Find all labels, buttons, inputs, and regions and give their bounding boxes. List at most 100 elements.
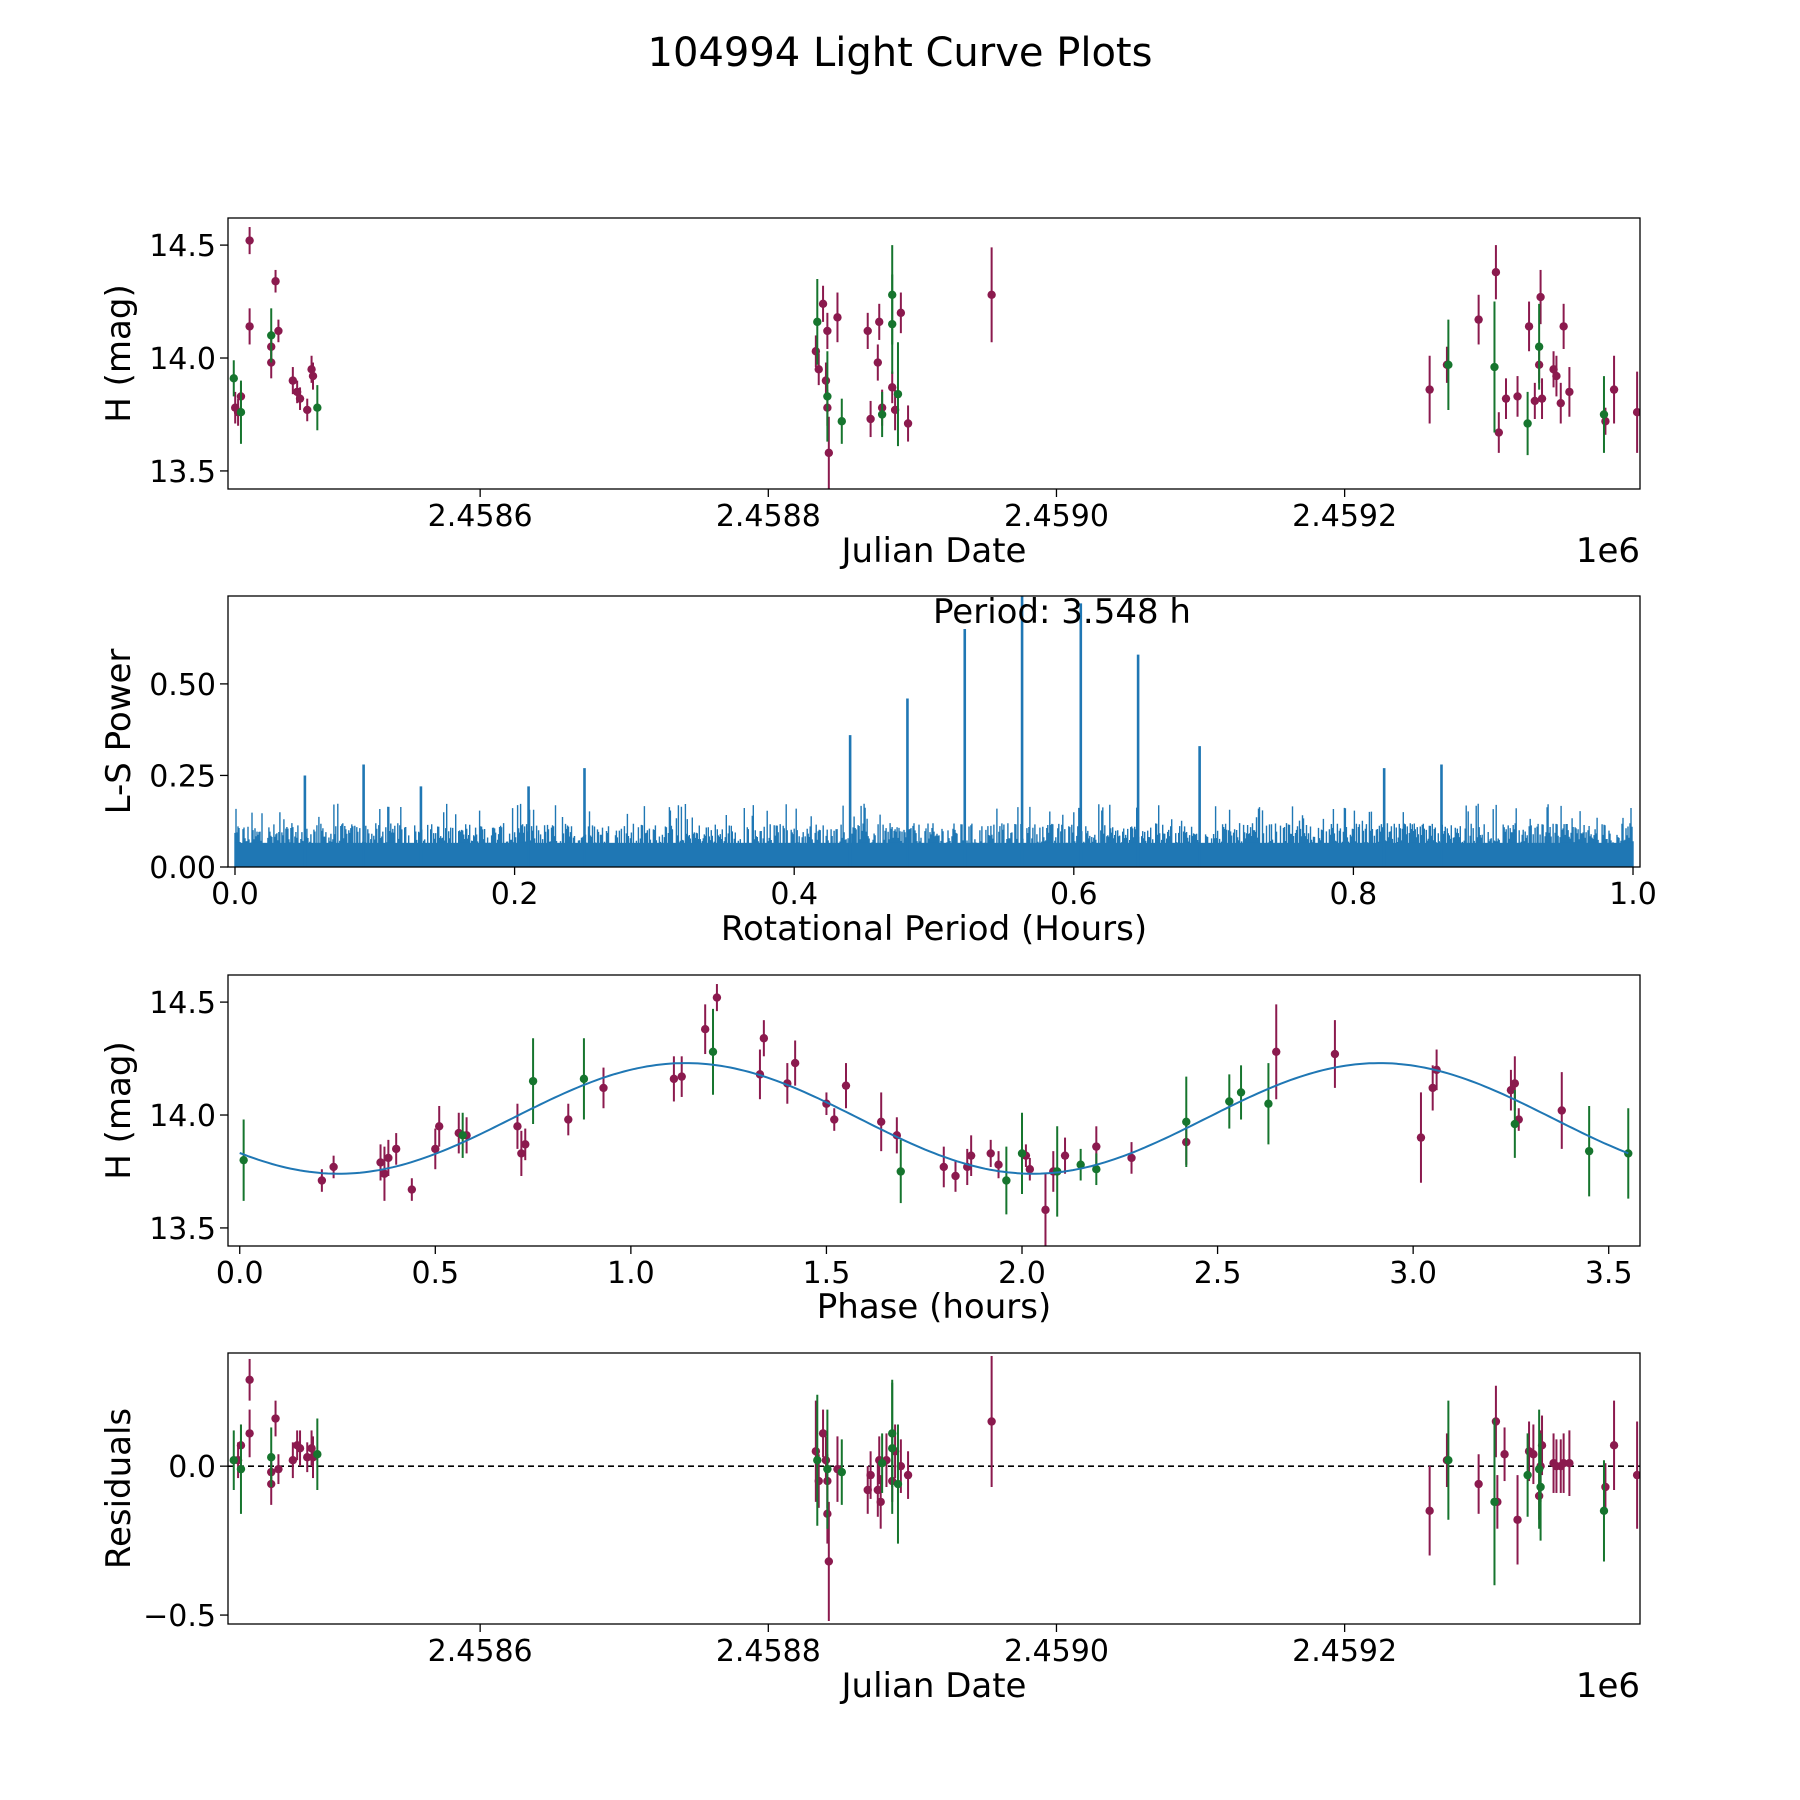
data-point	[1092, 1142, 1101, 1151]
data-point	[866, 414, 875, 424]
x-tick-label: 1.0	[607, 1256, 655, 1291]
data-point	[245, 322, 254, 331]
data-point	[1491, 1417, 1501, 1426]
data-point	[236, 408, 246, 417]
data-point	[893, 389, 903, 399]
data-point	[814, 365, 823, 374]
data-point	[1601, 1482, 1610, 1492]
residuals-ylabel: Residuals	[99, 1408, 139, 1569]
phase-panel: 0.0 0.5 1.0 1.5 2.0 2.5 3.0 3.5 13.5 14.0 14.5 Pha…	[99, 974, 1641, 1327]
lightcurve-marks	[229, 227, 1640, 489]
data-point	[288, 376, 298, 385]
data-point	[811, 1447, 821, 1456]
data-point	[431, 1144, 440, 1154]
data-point	[823, 326, 832, 336]
data-point	[1584, 1146, 1594, 1156]
data-point	[1474, 315, 1483, 324]
data-point	[579, 1074, 589, 1084]
data-point	[1529, 1450, 1538, 1459]
data-point	[521, 1140, 530, 1149]
data-point	[1444, 1456, 1453, 1465]
x-tick-label: 2.4590	[1004, 1634, 1109, 1669]
data-point	[458, 1131, 467, 1140]
data-point	[896, 308, 906, 318]
x-tick-label: 1.5	[803, 1256, 851, 1291]
data-point	[1536, 1482, 1545, 1492]
data-point	[1536, 292, 1545, 302]
x-tick-label: 2.4592	[1292, 499, 1397, 534]
data-point	[513, 1122, 522, 1131]
data-point	[245, 1429, 254, 1438]
residuals-marks	[228, 1355, 1640, 1622]
x-tick-label: 0.0	[211, 877, 259, 912]
y-tick-label: 13.5	[149, 455, 216, 490]
period-annotation: Period: 3.548 h	[933, 592, 1191, 632]
periodogram-noise-band	[234, 842, 1634, 867]
data-point	[1225, 1097, 1234, 1106]
data-point	[1565, 387, 1574, 397]
data-point	[564, 1115, 573, 1124]
phase-xlabel: Phase (hours)	[817, 1287, 1051, 1327]
data-point	[274, 1464, 283, 1474]
data-point	[876, 1497, 885, 1507]
data-point	[329, 1162, 338, 1172]
data-point	[1556, 398, 1565, 408]
data-point	[1490, 1497, 1499, 1507]
data-point	[1490, 362, 1499, 372]
data-point	[1025, 1165, 1035, 1174]
data-point	[245, 236, 254, 245]
data-point	[888, 1429, 897, 1438]
data-point	[1494, 428, 1504, 437]
data-point	[903, 1470, 913, 1480]
data-point	[790, 1058, 800, 1068]
data-point	[1272, 1047, 1281, 1056]
data-point	[987, 290, 996, 299]
lightcurve-xlabel: Julian Date	[840, 531, 1027, 571]
data-point	[1127, 1153, 1136, 1163]
x-tick-label: 1.0	[1609, 877, 1657, 912]
data-point	[267, 331, 276, 340]
x-tick-label: 3.5	[1585, 1256, 1633, 1291]
y-tick-label: 13.5	[149, 1212, 216, 1247]
periodogram-ticks: 0.0 0.2 0.4 0.6 0.8 1.0 0.00 0.25 0.50	[149, 668, 1657, 912]
periodogram-frame	[227, 595, 1641, 868]
data-point	[888, 319, 897, 329]
data-point	[700, 1025, 710, 1034]
data-point	[1330, 1049, 1340, 1059]
data-point	[1559, 322, 1568, 331]
x-tick-label: 2.5	[1194, 1256, 1242, 1291]
figure-title: 104994 Light Curve Plots	[648, 30, 1153, 76]
phase-ylabel: H (mag)	[99, 1041, 139, 1179]
data-point	[813, 1456, 822, 1465]
data-point	[866, 1470, 875, 1480]
y-tick-label: −0.5	[143, 1599, 216, 1634]
lightcurve-frame	[227, 217, 1641, 490]
data-point	[830, 1115, 839, 1124]
x-tick-label: 0.0	[216, 1256, 264, 1291]
data-point	[1474, 1479, 1483, 1489]
data-point	[1557, 1106, 1566, 1115]
data-point	[435, 1122, 444, 1131]
periodogram-marks	[234, 596, 1634, 867]
phase-marks	[239, 984, 1633, 1246]
data-point	[1002, 1176, 1011, 1185]
data-point	[267, 1453, 276, 1462]
data-point	[229, 1456, 238, 1465]
x-tick-label: 0.5	[411, 1256, 459, 1291]
data-point	[1506, 1085, 1516, 1095]
data-point	[833, 313, 842, 322]
data-point	[308, 371, 318, 381]
data-point	[939, 1162, 948, 1172]
data-point	[876, 1117, 886, 1126]
data-point	[1530, 396, 1540, 406]
data-point	[813, 317, 822, 327]
lightcurve-panel: 2.4586 2.4588 2.4590 2.4592 13.5 14.0 14.5 Jul…	[99, 217, 1641, 571]
x-tick-label: 0.6	[1050, 877, 1098, 912]
data-point	[313, 403, 322, 412]
data-point	[288, 1456, 298, 1465]
data-point	[818, 299, 828, 309]
residuals-xlabel: Julian Date	[840, 1666, 1027, 1706]
data-point	[1501, 394, 1511, 403]
data-point	[1599, 410, 1609, 419]
